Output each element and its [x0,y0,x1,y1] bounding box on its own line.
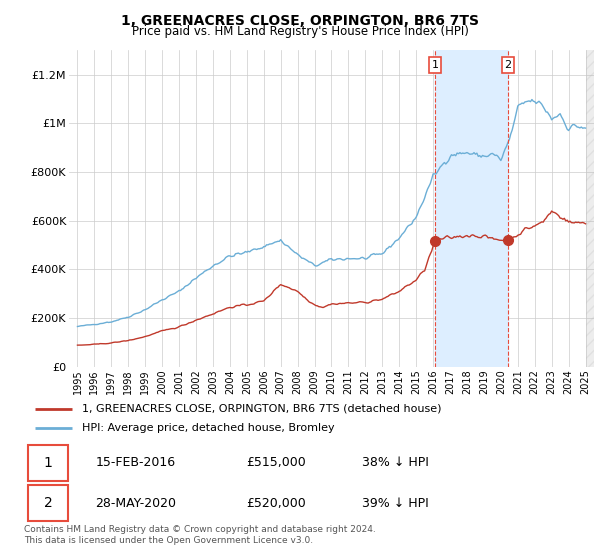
Bar [28,486,68,521]
Text: 15-FEB-2016: 15-FEB-2016 [95,456,175,469]
Text: 2: 2 [44,496,53,510]
Text: 1: 1 [431,60,439,70]
Bar [435,50,508,367]
Text: 2: 2 [505,60,512,70]
Text: £520,000: £520,000 [246,497,305,510]
Bar [28,445,68,480]
Text: Contains HM Land Registry data © Crown copyright and database right 2024.
This d: Contains HM Land Registry data © Crown c… [24,525,376,545]
Text: £515,000: £515,000 [246,456,305,469]
Bar [586,50,594,367]
Text: Price paid vs. HM Land Registry's House Price Index (HPI): Price paid vs. HM Land Registry's House … [131,25,469,38]
Text: HPI: Average price, detached house, Bromley: HPI: Average price, detached house, Brom… [82,423,335,433]
Text: 1, GREENACRES CLOSE, ORPINGTON, BR6 7TS: 1, GREENACRES CLOSE, ORPINGTON, BR6 7TS [121,14,479,28]
Text: 1: 1 [44,456,53,470]
Text: 1, GREENACRES CLOSE, ORPINGTON, BR6 7TS (detached house): 1, GREENACRES CLOSE, ORPINGTON, BR6 7TS … [82,404,442,414]
Text: 38% ↓ HPI: 38% ↓ HPI [362,456,429,469]
Text: 39% ↓ HPI: 39% ↓ HPI [362,497,428,510]
Text: 28-MAY-2020: 28-MAY-2020 [95,497,176,510]
